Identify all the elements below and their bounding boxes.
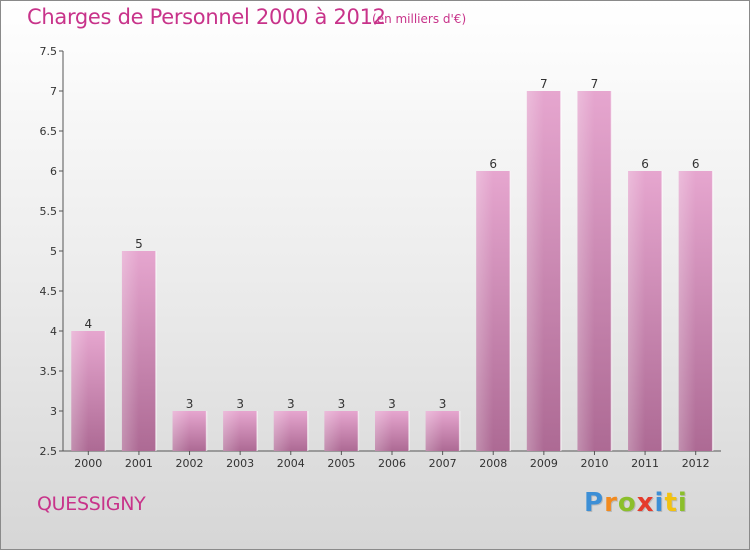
brand-letter: i — [677, 488, 688, 518]
brand-letter: i — [654, 488, 665, 518]
y-tick-label: 6.5 — [40, 125, 58, 138]
bar-highlight — [526, 91, 544, 451]
bar-highlight — [273, 411, 291, 451]
x-tick-label: 2001 — [125, 457, 153, 470]
bar-highlight — [628, 171, 646, 451]
bar-highlight — [375, 411, 392, 451]
x-tick-label: 2007 — [429, 457, 457, 470]
bar-value-label: 3 — [287, 397, 295, 411]
x-tick-label: 2008 — [479, 457, 507, 470]
y-tick-label: 7 — [50, 85, 57, 98]
brand-letter: t — [664, 488, 678, 518]
bar-value-label: 3 — [388, 397, 396, 411]
y-tick-label: 6 — [50, 165, 57, 178]
bar-highlight — [678, 171, 696, 451]
bar-highlight — [324, 411, 342, 451]
x-tick-label: 2002 — [176, 457, 204, 470]
y-tick-label: 5 — [50, 245, 57, 258]
y-tick-label: 5.5 — [40, 205, 58, 218]
y-tick-label: 7.5 — [40, 45, 58, 58]
bar-highlight — [71, 331, 89, 451]
x-tick-label: 2000 — [74, 457, 102, 470]
brand-letter: r — [604, 488, 618, 518]
bar-highlight — [425, 411, 443, 451]
y-tick-label: 3 — [50, 405, 57, 418]
bar-highlight — [223, 411, 241, 451]
chart-title: Charges de Personnel 2000 à 2012 — [27, 5, 386, 29]
place-name: QUESSIGNY — [37, 493, 146, 515]
bar-value-label: 7 — [540, 77, 548, 91]
y-tick-label: 3.5 — [40, 365, 58, 378]
bar-highlight — [121, 251, 139, 451]
x-tick-label: 2003 — [226, 457, 254, 470]
bar-value-label: 3 — [186, 397, 194, 411]
bar-value-label: 6 — [641, 157, 649, 171]
bar-highlight — [577, 91, 595, 451]
chart-unit: (en milliers d'€) — [372, 12, 467, 26]
x-tick-label: 2005 — [327, 457, 355, 470]
x-tick-label: 2004 — [277, 457, 305, 470]
x-tick-label: 2010 — [580, 457, 608, 470]
x-tick-label: 2006 — [378, 457, 406, 470]
y-tick-label: 4 — [50, 325, 57, 338]
bar-value-label: 4 — [84, 317, 92, 331]
proxiti-logo: Proxiti — [584, 488, 688, 518]
bar-value-label: 3 — [439, 397, 447, 411]
brand-letter: o — [617, 488, 637, 518]
bar-highlight — [172, 411, 190, 451]
x-tick-label: 2009 — [530, 457, 558, 470]
bar-highlight — [476, 171, 494, 451]
bar-value-label: 6 — [692, 157, 700, 171]
bar-value-label: 3 — [338, 397, 346, 411]
brand-letter: x — [636, 488, 655, 518]
x-tick-label: 2012 — [682, 457, 710, 470]
x-tick-label: 2011 — [631, 457, 659, 470]
bar-value-label: 7 — [591, 77, 599, 91]
y-tick-label: 4.5 — [40, 285, 58, 298]
brand-letter: P — [584, 488, 605, 518]
bar-value-label: 3 — [236, 397, 244, 411]
bar-value-label: 6 — [489, 157, 497, 171]
y-tick-label: 2.5 — [40, 445, 58, 458]
bar-value-label: 5 — [135, 237, 143, 251]
